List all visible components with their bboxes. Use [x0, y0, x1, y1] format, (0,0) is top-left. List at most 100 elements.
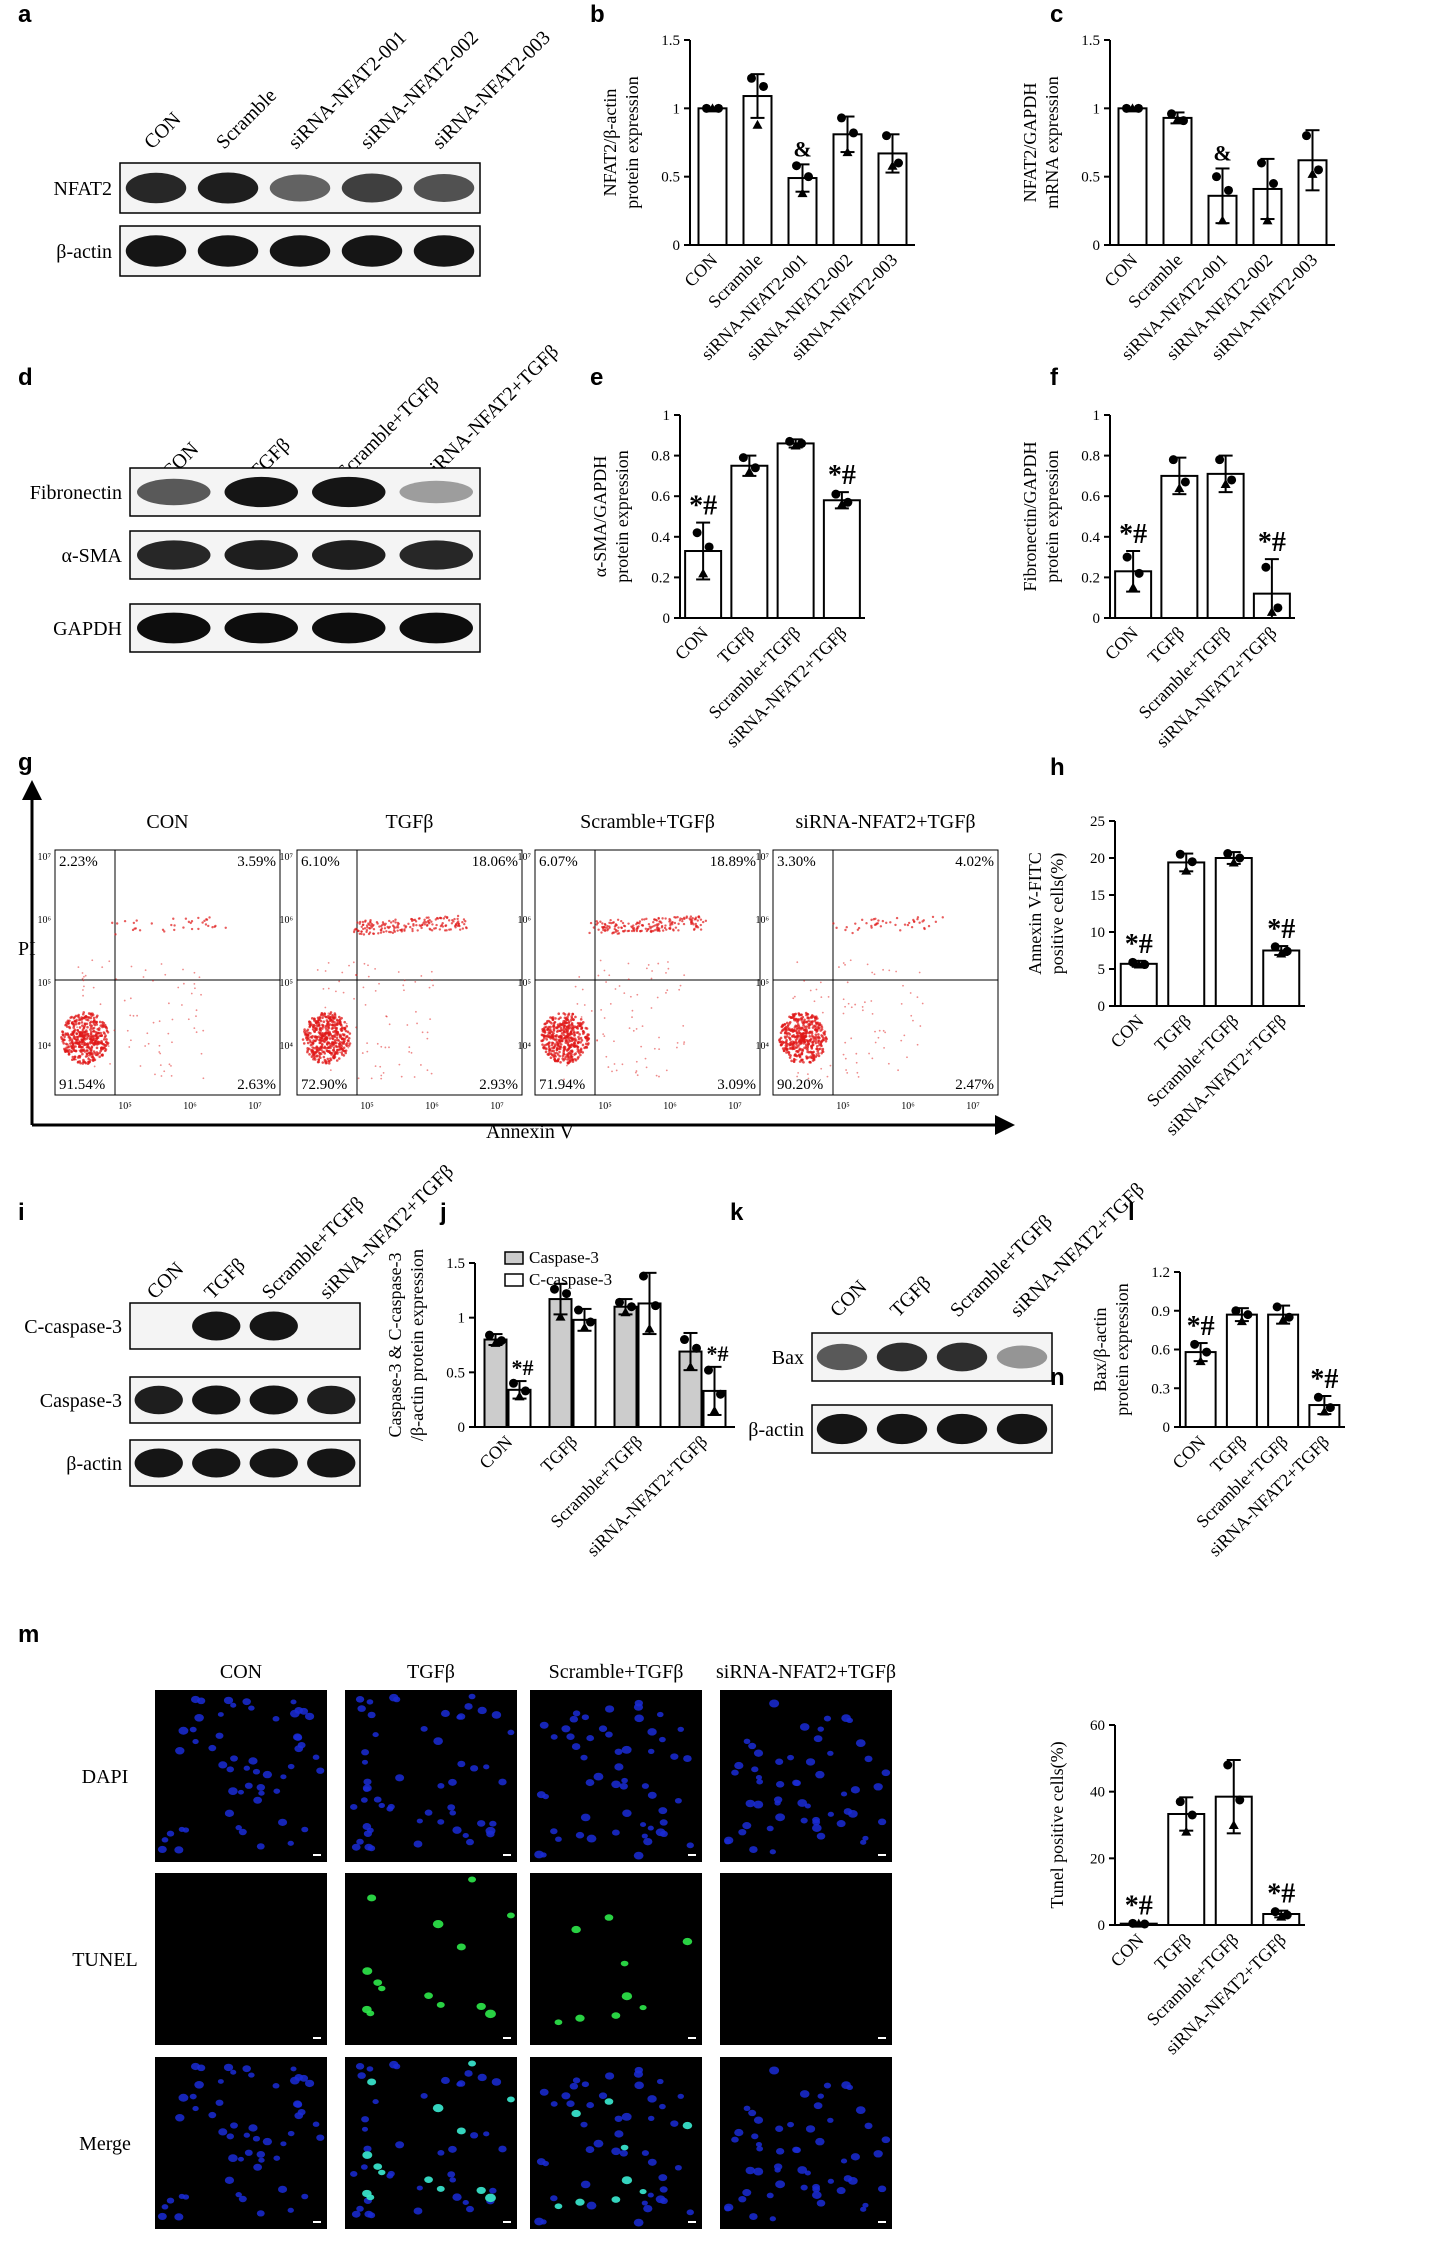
event-dot: [129, 997, 132, 1000]
event-dot: [353, 997, 355, 1000]
event-dot: [335, 1036, 339, 1040]
data-point: [1269, 179, 1278, 188]
axis-decade-label: 10⁵: [598, 1101, 612, 1112]
event-dot: [572, 1031, 576, 1035]
event-dot: [388, 1046, 390, 1049]
event-dot: [682, 922, 686, 926]
bar: [1225, 1313, 1258, 1428]
nucleus-dapi: [224, 1809, 235, 1817]
event-dot: [815, 988, 818, 991]
event-dot: [200, 1052, 203, 1055]
event-dot: [602, 926, 605, 929]
event-dot: [345, 1042, 349, 1045]
data-point: [1325, 1403, 1335, 1413]
event-dot: [656, 996, 659, 999]
nucleus-dapi: [174, 2213, 184, 2221]
event-dot: [334, 1044, 338, 1048]
event-dot: [543, 1026, 547, 1029]
event-dot: [657, 928, 660, 932]
event-dot: [661, 917, 664, 920]
event-dot: [461, 927, 465, 930]
axis-decade-label: 10⁵: [280, 978, 294, 989]
micrograph-background: [720, 2057, 892, 2229]
y-tick-label: 0.5: [1081, 170, 1100, 186]
event-dot: [570, 1015, 573, 1018]
nucleus-tunel: [621, 1992, 633, 2001]
data-point: [1307, 168, 1318, 178]
nucleus-dapi: [566, 2100, 575, 2108]
nucleus-dapi: [743, 2105, 751, 2112]
event-dot: [816, 1029, 819, 1032]
event-dot: [164, 973, 167, 976]
event-dot: [79, 1061, 82, 1065]
event-dot: [77, 1030, 81, 1034]
event-dot: [423, 923, 427, 926]
event-dot: [552, 1027, 556, 1031]
event-dot: [394, 921, 397, 924]
event-dot: [327, 1059, 331, 1063]
axis-decade-label: 10⁴: [280, 1041, 294, 1052]
nucleus-dapi: [561, 2092, 571, 2100]
event-dot: [694, 922, 697, 926]
event-dot: [348, 1042, 352, 1045]
event-dot: [820, 1051, 823, 1055]
event-dot: [797, 1024, 801, 1028]
event-dot: [459, 928, 462, 931]
event-dot: [588, 931, 591, 935]
event-dot: [584, 1026, 588, 1030]
nucleus-dapi: [593, 1772, 604, 1781]
event-dot: [576, 1045, 579, 1048]
event-dot: [101, 1023, 104, 1027]
event-dot: [617, 932, 621, 935]
event-dot: [785, 1040, 788, 1043]
nucleus-dapi: [194, 1713, 204, 1722]
event-dot: [69, 1016, 73, 1019]
data-point: [1180, 477, 1190, 487]
event-dot: [681, 919, 684, 923]
nucleus-tunel: [362, 2189, 372, 2198]
event-dot: [309, 1032, 312, 1035]
nucleus-dapi: [462, 1832, 469, 1839]
nucleus-dapi: [827, 1750, 834, 1756]
event-dot: [325, 1015, 328, 1019]
event-dot: [699, 918, 703, 921]
nucleus-dapi: [289, 1709, 300, 1718]
event-dot: [111, 921, 114, 925]
event-dot: [561, 1021, 565, 1025]
axis-decade-label: 10⁵: [38, 978, 52, 989]
event-dot: [105, 1027, 109, 1030]
event-dot: [309, 1043, 313, 1047]
micrograph-background: [155, 1873, 327, 2045]
event-dot: [663, 926, 667, 930]
axis-decade-label: 10⁴: [756, 1041, 770, 1052]
event-dot: [365, 929, 369, 932]
event-dot: [320, 1034, 324, 1037]
event-dot: [91, 1055, 94, 1058]
event-dot: [345, 1024, 349, 1028]
event-dot: [337, 1048, 341, 1051]
event-dot: [331, 1040, 334, 1044]
plot-title: Scramble+TGFβ: [580, 811, 715, 833]
event-dot: [578, 1024, 582, 1027]
nucleus-dapi: [416, 2185, 423, 2191]
event-dot: [683, 1041, 686, 1044]
event-dot: [576, 1003, 579, 1005]
event-dot: [542, 1029, 545, 1032]
event-dot: [794, 1019, 798, 1022]
event-dot: [792, 1034, 795, 1037]
event-dot: [398, 1063, 401, 1066]
bar: [1262, 949, 1301, 1007]
event-dot: [791, 1047, 795, 1050]
nucleus-dapi: [561, 1725, 571, 1733]
event-dot: [673, 915, 676, 919]
nucleus-dapi: [395, 2141, 405, 2149]
nucleus-dapi: [634, 1714, 644, 1723]
event-dot: [318, 1038, 321, 1042]
event-dot: [394, 918, 397, 921]
event-dot: [801, 1060, 804, 1063]
event-dot: [347, 1044, 351, 1047]
event-dot: [200, 993, 202, 996]
nucleus-dapi: [361, 1749, 370, 1756]
nucleus-dapi: [792, 2146, 801, 2153]
event-dot: [575, 1031, 579, 1034]
